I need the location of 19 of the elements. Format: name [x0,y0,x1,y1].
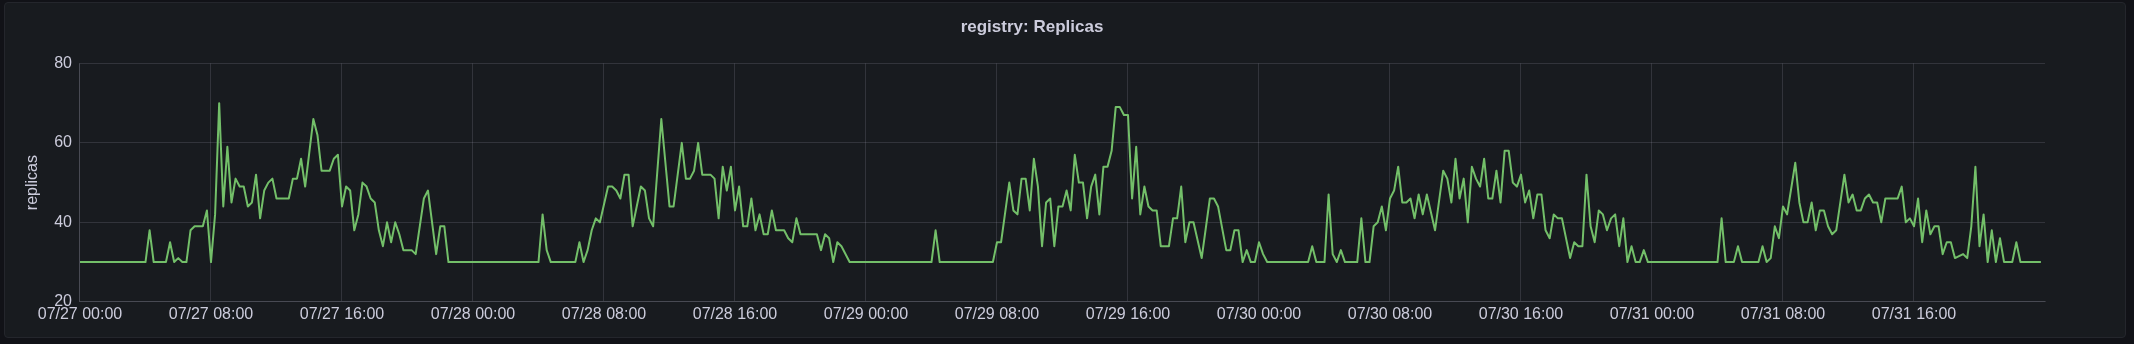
y-axis-title: replicas [23,155,41,211]
x-tick-label: 07/31 00:00 [1609,304,1695,322]
x-tick-label: 07/30 08:00 [1347,304,1433,322]
x-tick-label: 07/28 16:00 [692,304,778,322]
chart-title: registry: Replicas [960,16,1104,36]
x-tick-label: 07/31 16:00 [1871,304,1957,322]
x-tick-label: 07/30 00:00 [1216,304,1302,322]
x-tick-label: 07/28 08:00 [561,304,647,322]
x-tick-label: 07/27 08:00 [168,304,254,322]
y-tick-label: 80 [54,53,73,71]
x-tick-label: 07/29 08:00 [954,304,1040,322]
x-tick-label: 07/29 16:00 [1085,304,1171,322]
y-tick-label: 60 [54,133,73,151]
x-tick-label: 07/28 00:00 [430,304,516,322]
x-tick-label: 07/30 16:00 [1478,304,1564,322]
x-tick-label: 07/29 00:00 [823,304,909,322]
x-tick-label: 07/31 08:00 [1740,304,1826,322]
y-tick-label: 40 [54,212,73,230]
x-tick-label: 07/27 16:00 [299,304,385,322]
